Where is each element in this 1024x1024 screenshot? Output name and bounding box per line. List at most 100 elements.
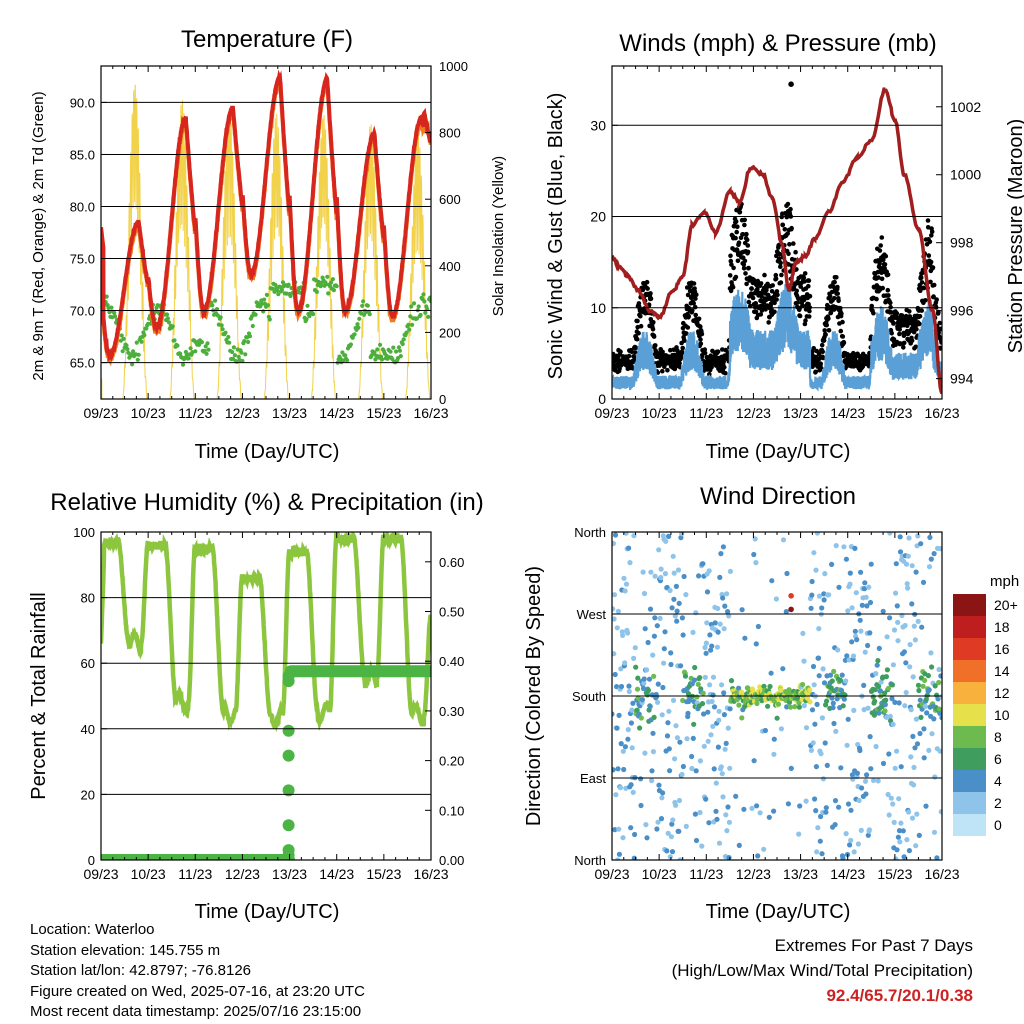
wind-direction-point (692, 664, 698, 671)
wind-direction-point (674, 735, 681, 741)
wind-direction-point (887, 713, 893, 720)
wind-direction-point (922, 703, 928, 710)
wind-direction-point (644, 692, 651, 698)
wind-direction-point (867, 734, 873, 740)
wind-direction-point (633, 664, 639, 670)
wind-direction-point (909, 815, 916, 821)
wind-direction-point (857, 617, 863, 623)
gust-point (919, 280, 925, 285)
wind-direction-point (862, 649, 868, 655)
gust-point (818, 361, 823, 367)
wind-direction-point (913, 843, 919, 849)
wind-direction-point (679, 771, 685, 778)
wind-direction-point (809, 707, 816, 713)
colorbar-swatch (953, 682, 986, 704)
wind-direction-point (681, 573, 687, 580)
wind-direction-point (699, 843, 705, 849)
wind-direction-point (641, 590, 648, 597)
wind-direction-point (921, 755, 927, 761)
gust-point (684, 331, 689, 336)
wind-direction-point (616, 826, 622, 832)
gust-point (777, 252, 783, 257)
gust-point (650, 327, 656, 332)
gust-point (927, 239, 933, 245)
h-ytick-label: 0 (88, 853, 95, 868)
wind-direction-point (938, 673, 942, 679)
w-xtick-label: 09/23 (594, 405, 629, 421)
wind-direction-point (884, 667, 891, 673)
dewpoint-point (253, 312, 258, 317)
gust-point (699, 331, 705, 337)
gust-point (677, 360, 682, 366)
wind-direction-point (749, 805, 755, 812)
d-ytick-label: North (574, 525, 606, 540)
wind-direction-point (694, 694, 700, 700)
gust-point (645, 286, 650, 291)
gust-point (810, 349, 815, 355)
gust-point (826, 316, 831, 321)
wind-direction-point (846, 657, 852, 663)
wind-direction-point (888, 795, 894, 801)
wind-direction-point (901, 854, 907, 860)
colorbar-title: mph (990, 573, 1019, 590)
dewpoint-point (203, 344, 208, 349)
wind-direction-point (693, 610, 699, 616)
wind-direction-point (880, 760, 887, 767)
wind-direction-point (884, 634, 890, 640)
t-ytick-right-label: 0 (439, 392, 446, 407)
dewpoint-point (240, 358, 245, 364)
gust-point (836, 298, 841, 304)
wind-direction-point (891, 819, 897, 826)
colorbar-swatch (953, 616, 986, 638)
wind-direction-point (691, 677, 698, 683)
d-xtick-label: 13/23 (783, 866, 818, 882)
wind-direction-point (870, 694, 876, 700)
wind-direction-point (843, 831, 849, 837)
wind-direction-point (706, 568, 712, 574)
wind-direction-point (931, 551, 937, 557)
wind-direction-point (641, 676, 647, 682)
wind-direction-point (796, 704, 803, 710)
wind-direction-point (909, 563, 915, 569)
wind-direction-point (709, 643, 715, 649)
colorbar-label: 18 (994, 619, 1010, 635)
wind-direction-point (914, 741, 921, 747)
wind-direction-point (898, 764, 904, 770)
wind-direction-point (928, 650, 934, 656)
precipitation-point (282, 819, 295, 832)
winds-plot-area (612, 81, 942, 395)
dewpoint-point (352, 332, 357, 337)
dewpoint-point (135, 357, 140, 362)
precipitation-point (282, 724, 295, 737)
gust-point (891, 320, 896, 326)
wind-direction-point (824, 698, 830, 704)
gust-point (835, 284, 840, 290)
h-ytick-right-label: 0.40 (439, 654, 464, 669)
wind-direction-point (612, 592, 618, 598)
wind-direction-point (847, 581, 853, 587)
wind-direction-point (890, 721, 896, 727)
wind-direction-point (905, 553, 911, 559)
wind-direction-point (723, 812, 729, 818)
gust-point (832, 295, 837, 301)
d-xtick-label: 12/23 (736, 866, 771, 882)
gust-point (779, 272, 784, 278)
dewpoint-point (373, 357, 378, 362)
wind-direction-point (785, 801, 792, 807)
wind-direction-point (850, 653, 857, 659)
gust-point (633, 345, 639, 351)
gust-point (802, 321, 808, 327)
dewpoint-point (398, 354, 403, 359)
dewpoint-point (134, 340, 139, 345)
wind-direction-point (836, 584, 842, 590)
gust-point (727, 273, 733, 278)
wind-direction-point (918, 714, 924, 721)
wind-direction-point (628, 825, 634, 831)
wind-direction-point (886, 751, 892, 757)
wind-direction-point (849, 639, 855, 645)
gust-point (785, 231, 790, 236)
gust-point (931, 294, 936, 299)
wind-direction-point (631, 655, 637, 662)
wind-direction-point (882, 708, 888, 714)
d-xtick-label: 09/23 (594, 866, 629, 882)
